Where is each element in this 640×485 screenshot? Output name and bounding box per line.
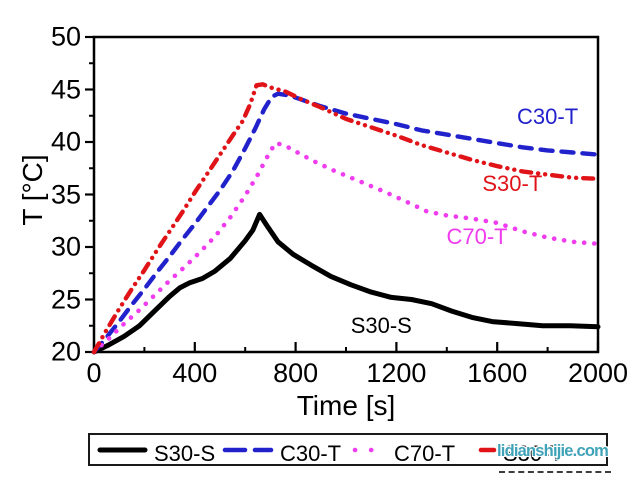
y-tick-label: 50 bbox=[50, 21, 81, 52]
legend-sample-C70-T bbox=[352, 447, 388, 453]
legend-box bbox=[88, 433, 608, 466]
x-tick-label: 400 bbox=[172, 358, 218, 388]
x-tick-label: 1600 bbox=[467, 358, 528, 388]
legend-label-S30-T: S30-T bbox=[503, 441, 563, 466]
series-C30-T bbox=[91, 91, 601, 355]
curve-label-S30-T: S30-T bbox=[482, 171, 543, 196]
x-tick-label: 2000 bbox=[567, 358, 629, 388]
x-axis-title: Time [s] bbox=[296, 390, 396, 421]
curve-label-C30-T: C30-T bbox=[517, 103, 579, 129]
y-tick-label: 20 bbox=[50, 336, 81, 367]
curve-label-C70-T: C70-T bbox=[446, 223, 508, 249]
series-S30-T bbox=[91, 82, 601, 355]
watermark-text: lidianshijie.com bbox=[497, 442, 609, 460]
watermark-underline bbox=[499, 471, 611, 473]
y-tick-label: 40 bbox=[50, 126, 81, 157]
y-tick-label: 35 bbox=[50, 179, 81, 209]
y-axis-title: T [°C] bbox=[17, 154, 48, 226]
x-tick-label: 800 bbox=[273, 358, 319, 388]
x-tick-label: 1200 bbox=[366, 358, 427, 388]
x-tick-label: 0 bbox=[86, 358, 102, 388]
y-tick-label: 25 bbox=[50, 284, 81, 314]
legend-sample-S30-S bbox=[97, 447, 148, 453]
legend-sample-C30-T bbox=[222, 447, 274, 453]
legend-label-C30-T: C30-T bbox=[280, 441, 342, 466]
curve-label-S30-S: S30-S bbox=[350, 312, 412, 338]
y-tick-label: 30 bbox=[50, 231, 81, 262]
y-tick-label: 45 bbox=[50, 74, 81, 104]
legend-sample-S30-T bbox=[478, 447, 497, 453]
legend-label-S30-S: S30-S bbox=[154, 441, 216, 466]
series-S30-S bbox=[91, 211, 601, 355]
legend-label-C70-T: C70-T bbox=[394, 441, 456, 466]
